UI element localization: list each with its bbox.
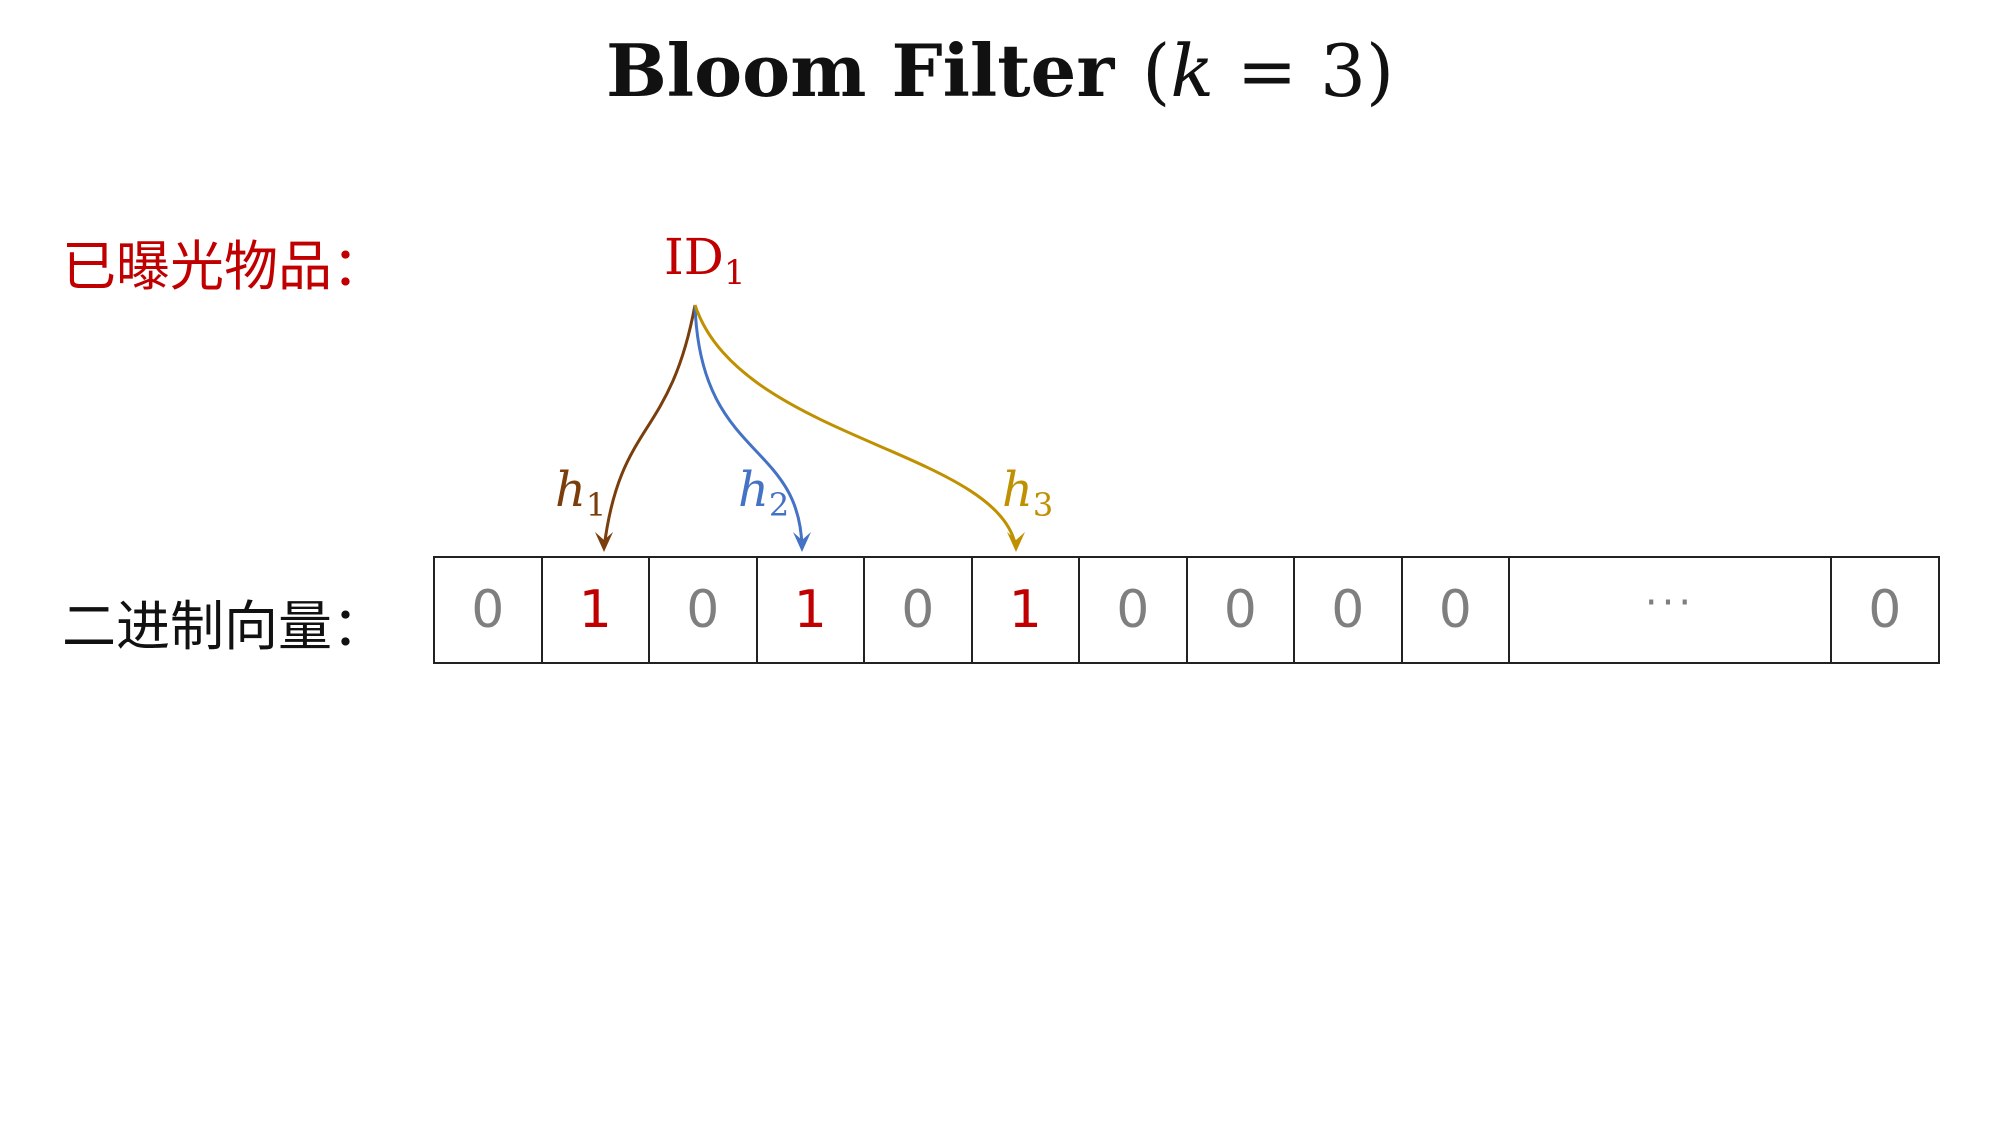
hash-arrow-1	[602, 304, 697, 549]
hash-1-subscript: 1	[585, 486, 607, 524]
hash-2-name: h	[738, 462, 769, 518]
hash-arrow-3	[693, 304, 1018, 549]
hash-label-1: h1	[555, 462, 606, 524]
page-title: Bloom Filter (k = 3)	[0, 28, 2000, 113]
hash-arrow-1-head	[595, 532, 613, 552]
binary-vector: 0 1 0 1 0 1 0 0 0 0 ··· 0	[433, 556, 1940, 664]
bit-cell-last: 0	[1832, 558, 1940, 662]
bit-cell-1: 1	[543, 558, 650, 662]
hash-arrow-3-head	[1007, 532, 1025, 552]
bit-cell-9: 0	[1403, 558, 1510, 662]
item-id-label: ID1	[664, 228, 745, 293]
hash-arrow-2	[693, 304, 804, 549]
title-text: Bloom Filter	[605, 28, 1115, 113]
hash-2-subscript: 2	[768, 486, 790, 524]
bit-cell-3: 1	[758, 558, 865, 662]
bit-cell-7: 0	[1188, 558, 1295, 662]
hash-3-name: h	[1002, 462, 1033, 518]
hash-3-subscript: 3	[1032, 486, 1054, 524]
item-id-subscript: 1	[723, 253, 746, 293]
hash-arrow-2-head	[793, 532, 811, 552]
bit-cell-0: 0	[435, 558, 543, 662]
bit-cell-5: 1	[973, 558, 1080, 662]
item-id-name: ID	[664, 228, 724, 286]
title-parameter: (k = 3)	[1142, 29, 1395, 113]
binary-vector-label: 二进制向量：	[62, 595, 386, 658]
bit-cell-8: 0	[1295, 558, 1403, 662]
exposed-items-label: 已曝光物品：	[62, 235, 386, 298]
title-param-var: k	[1170, 29, 1215, 113]
bit-cell-6: 0	[1080, 558, 1188, 662]
hash-label-3: h3	[1002, 462, 1053, 524]
bit-cell-4: 0	[865, 558, 973, 662]
bit-cell-ellipsis: ···	[1510, 558, 1832, 662]
bit-cell-2: 0	[650, 558, 758, 662]
hash-label-2: h2	[738, 462, 789, 524]
hash-1-name: h	[555, 462, 586, 518]
title-param-eq: = 3	[1214, 29, 1366, 113]
